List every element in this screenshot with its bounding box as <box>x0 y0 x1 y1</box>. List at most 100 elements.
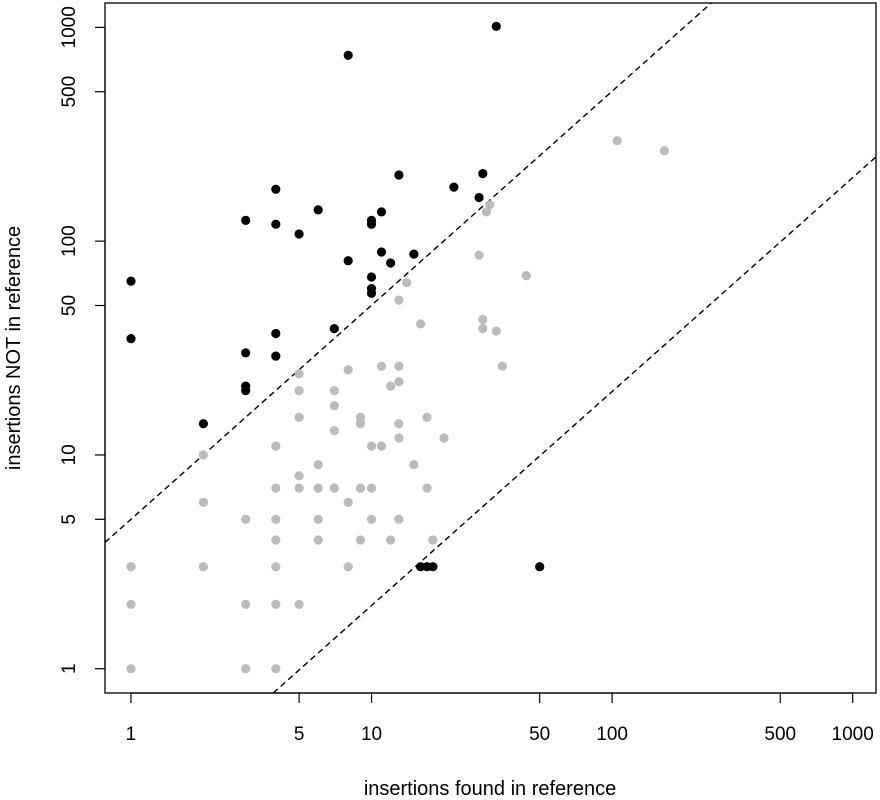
data-point-gray <box>394 361 404 371</box>
data-point-gray <box>366 514 377 524</box>
data-point-gray <box>271 664 281 674</box>
data-point-gray <box>271 562 281 572</box>
data-point-gray <box>329 401 339 411</box>
data-point-gray <box>366 483 377 493</box>
data-point-black <box>491 21 501 31</box>
data-point-gray <box>478 314 488 325</box>
data-point-gray <box>271 483 281 493</box>
y-tick-label: 1 <box>59 663 80 674</box>
data-point-gray <box>386 381 396 391</box>
data-point-gray <box>394 295 404 305</box>
reference-line-2 <box>272 155 876 693</box>
data-point-gray <box>271 441 281 451</box>
x-tick-label: 10 <box>361 724 382 745</box>
data-point-gray <box>198 450 208 460</box>
data-point-gray <box>294 471 304 481</box>
data-point-gray <box>126 562 136 572</box>
data-point-gray <box>481 207 491 217</box>
data-point-gray <box>329 426 339 436</box>
data-point-black <box>271 219 281 229</box>
x-tick-label: 100 <box>596 724 628 745</box>
data-point-gray <box>198 497 208 507</box>
data-point-gray <box>422 412 432 422</box>
data-point-gray <box>294 599 304 610</box>
y-tick-label: 5 <box>59 514 80 525</box>
data-point-gray <box>355 535 366 545</box>
data-point-gray <box>126 664 136 674</box>
data-point-black <box>198 419 208 429</box>
data-point-gray <box>659 146 670 156</box>
data-point-gray <box>376 441 387 451</box>
reference-lines <box>105 3 876 693</box>
data-point-gray <box>355 412 366 422</box>
data-point-gray <box>241 514 251 524</box>
data-point-black <box>366 272 377 282</box>
data-point-black <box>428 562 438 572</box>
data-point-black <box>394 170 404 180</box>
data-point-gray <box>294 386 304 396</box>
x-tick-label: 1000 <box>832 724 874 745</box>
y-tick-label: 100 <box>59 225 80 257</box>
data-point-gray <box>313 460 323 470</box>
data-point-black <box>376 207 387 217</box>
data-point-gray <box>428 535 438 545</box>
data-point-black <box>376 247 387 257</box>
data-point-gray <box>355 483 366 493</box>
data-point-black <box>343 256 353 266</box>
plot-frame <box>104 2 877 694</box>
data-point-black <box>366 219 377 229</box>
data-point-gray <box>313 535 323 545</box>
x-tick-label: 5 <box>294 724 305 745</box>
reference-line-1 <box>105 3 713 543</box>
data-point-black <box>241 348 251 358</box>
data-point-gray <box>485 200 495 210</box>
data-point-gray <box>271 599 281 610</box>
data-point-black <box>386 258 396 268</box>
data-point-black <box>366 288 377 298</box>
data-point-gray <box>294 412 304 422</box>
y-tick-label: 1000 <box>59 6 80 48</box>
data-point-gray <box>491 326 501 336</box>
y-axis-title: insertions NOT in reference <box>3 226 25 470</box>
data-point-black <box>241 215 251 225</box>
data-point-gray <box>394 419 404 429</box>
data-points <box>126 21 670 674</box>
y-tick-label: 10 <box>59 444 80 465</box>
data-point-black <box>449 182 459 192</box>
data-point-gray <box>343 365 353 375</box>
x-axis-title: insertions found in reference <box>364 778 616 800</box>
data-point-gray <box>439 433 449 443</box>
x-tick-label: 500 <box>764 724 796 745</box>
data-point-gray <box>386 535 396 545</box>
data-point-gray <box>294 369 304 379</box>
data-point-black <box>478 169 488 179</box>
data-point-gray <box>313 514 323 524</box>
y-axis: 1 5 10 50 100 500 1000 <box>59 6 106 674</box>
data-point-black <box>271 351 281 361</box>
data-point-gray <box>394 377 404 387</box>
x-tick-label: 1 <box>126 724 137 745</box>
data-point-gray <box>474 250 484 260</box>
data-point-gray <box>355 419 366 429</box>
data-point-black <box>535 562 545 572</box>
data-point-gray <box>422 483 432 493</box>
data-point-gray <box>329 386 339 396</box>
data-point-gray <box>198 562 208 572</box>
data-point-gray <box>366 441 377 451</box>
data-point-black <box>343 50 353 60</box>
x-tick-label: 50 <box>529 724 550 745</box>
data-point-gray <box>329 483 339 493</box>
data-point-gray <box>394 514 404 524</box>
data-point-black <box>416 562 426 572</box>
x-axis: 1 5 10 50 100 500 1000 <box>126 692 874 745</box>
data-point-gray <box>612 136 622 146</box>
data-point-gray <box>478 324 488 334</box>
data-point-black <box>294 229 304 239</box>
data-point-black <box>241 386 251 396</box>
data-point-gray <box>394 433 404 443</box>
data-point-gray <box>343 497 353 507</box>
data-point-gray <box>343 562 353 572</box>
data-point-gray <box>402 278 412 288</box>
data-point-black <box>313 205 323 215</box>
data-point-gray <box>416 319 426 329</box>
